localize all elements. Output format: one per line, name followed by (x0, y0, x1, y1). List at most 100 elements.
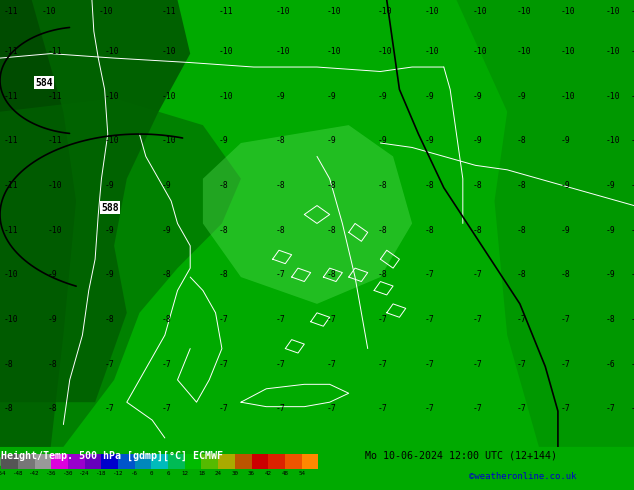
Text: -8: -8 (631, 270, 634, 279)
Text: -10: -10 (219, 92, 233, 100)
Text: -7: -7 (425, 315, 434, 324)
Bar (252, 454, 268, 469)
Text: 54: 54 (298, 471, 305, 476)
Text: -10: -10 (472, 7, 487, 16)
Text: -9: -9 (105, 225, 114, 235)
Text: 0: 0 (150, 471, 153, 476)
Text: -8: -8 (48, 360, 57, 368)
Text: -9: -9 (472, 136, 482, 145)
Text: -9: -9 (105, 181, 114, 190)
Text: -18: -18 (96, 471, 107, 476)
Text: -7: -7 (631, 360, 634, 368)
Text: -8: -8 (276, 136, 285, 145)
Bar (152, 454, 168, 469)
Text: -9: -9 (425, 136, 434, 145)
Text: -8: -8 (425, 225, 434, 235)
Bar (35, 454, 51, 469)
Bar (268, 454, 285, 469)
Text: -8: -8 (517, 270, 526, 279)
Text: -9: -9 (276, 92, 285, 100)
Text: -10: -10 (605, 47, 620, 56)
Text: -10: -10 (327, 7, 341, 16)
Text: -7: -7 (219, 315, 228, 324)
Text: -10: -10 (276, 7, 290, 16)
Text: -7: -7 (561, 360, 571, 368)
Text: 12: 12 (181, 471, 188, 476)
Bar (68, 454, 85, 469)
Text: -9: -9 (162, 181, 171, 190)
Text: -11: -11 (631, 7, 634, 16)
Text: -7: -7 (605, 404, 615, 414)
Text: -7: -7 (377, 315, 387, 324)
Text: -10: -10 (425, 7, 439, 16)
Text: -7: -7 (276, 404, 285, 414)
Bar (51, 454, 68, 469)
Text: -9: -9 (605, 225, 615, 235)
Text: -9: -9 (561, 181, 571, 190)
Bar (202, 454, 218, 469)
Text: -9: -9 (605, 181, 615, 190)
Text: -7: -7 (276, 270, 285, 279)
Text: -8: -8 (48, 404, 57, 414)
Text: -10: -10 (425, 47, 439, 56)
Text: -7: -7 (219, 360, 228, 368)
Text: -7: -7 (425, 360, 434, 368)
Text: -7: -7 (561, 315, 571, 324)
Text: -8: -8 (327, 181, 336, 190)
Text: -8: -8 (162, 315, 171, 324)
Bar (218, 454, 235, 469)
Text: -7: -7 (162, 404, 171, 414)
Text: -7: -7 (517, 360, 526, 368)
Polygon shape (0, 98, 241, 447)
Text: -7: -7 (472, 404, 482, 414)
Text: -7: -7 (472, 270, 482, 279)
Text: ©weatheronline.co.uk: ©weatheronline.co.uk (469, 472, 577, 481)
Bar (85, 454, 101, 469)
Text: -10: -10 (219, 47, 233, 56)
Polygon shape (0, 0, 190, 402)
Text: -8: -8 (327, 225, 336, 235)
Text: -9: -9 (605, 270, 615, 279)
Text: -7: -7 (472, 360, 482, 368)
Text: -10: -10 (561, 7, 576, 16)
Text: -9: -9 (517, 92, 526, 100)
Text: -10: -10 (48, 225, 62, 235)
Text: -42: -42 (29, 471, 40, 476)
Text: 24: 24 (215, 471, 222, 476)
Text: -10: -10 (162, 92, 176, 100)
Text: -10: -10 (605, 92, 620, 100)
Text: -10: -10 (3, 270, 18, 279)
Polygon shape (203, 125, 412, 304)
Bar (1, 454, 18, 469)
Text: -8: -8 (219, 181, 228, 190)
Text: -10: -10 (48, 181, 62, 190)
Text: -12: -12 (113, 471, 123, 476)
Text: -36: -36 (46, 471, 56, 476)
Text: -11: -11 (48, 136, 62, 145)
Bar (184, 454, 202, 469)
Text: -10: -10 (98, 7, 113, 16)
Text: -9: -9 (48, 315, 57, 324)
Text: -7: -7 (517, 315, 526, 324)
Text: -7: -7 (105, 360, 114, 368)
Text: -9: -9 (327, 92, 336, 100)
Text: -10: -10 (561, 92, 576, 100)
Text: -48: -48 (13, 471, 23, 476)
Bar (168, 454, 184, 469)
Text: -30: -30 (63, 471, 74, 476)
Text: -7: -7 (377, 360, 387, 368)
Text: -8: -8 (517, 225, 526, 235)
Text: -9: -9 (561, 136, 571, 145)
Text: -8: -8 (276, 225, 285, 235)
Text: -10: -10 (105, 92, 119, 100)
Text: -7: -7 (631, 404, 634, 414)
Bar (101, 454, 118, 469)
Text: -7: -7 (276, 315, 285, 324)
Text: -8: -8 (219, 270, 228, 279)
Text: -10: -10 (605, 7, 620, 16)
Text: -9: -9 (219, 136, 228, 145)
Text: 588: 588 (101, 203, 119, 213)
Text: -8: -8 (472, 181, 482, 190)
Text: -11: -11 (3, 92, 18, 100)
Text: -7: -7 (327, 404, 336, 414)
